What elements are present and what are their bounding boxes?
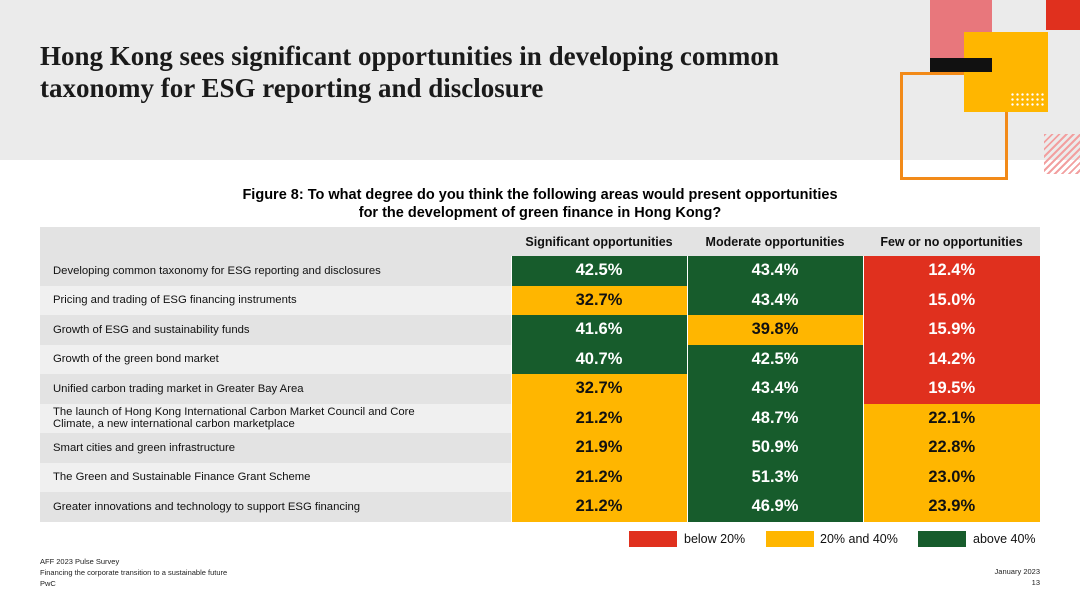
decorative-black-bar [930,58,992,72]
title-text-post: for ESG reporting and disclosure [154,73,544,103]
legend-label-below-20: below 20% [684,532,746,546]
title-text-pre: Hong Kong sees significant opportunities… [40,41,549,71]
decorative-dot-pattern [1010,92,1046,108]
legend-swatch-above-40 [918,531,966,547]
table-header-blank [40,227,511,256]
footer-source: AFF 2023 Pulse Survey [40,557,120,566]
column-header-moderate: Moderate opportunities [687,227,863,256]
figure-title: Figure 8: To what degree do you think th… [190,186,890,222]
table-row: Growth of the green bond market 40.7% 42.5… [40,344,1040,374]
cell-few: 23.9% [862,492,1040,522]
row-label: Developing common taxonomy for ESG repor… [40,256,511,286]
page-number: 13 [1031,578,1040,587]
cell-significant: 21.2% [510,403,687,433]
table-row: Smart cities and green infrastructure 21.… [40,433,1040,463]
cell-moderate: 51.3% [686,462,863,492]
footer-date: January 2023 [994,567,1040,576]
table-row: Greater innovations and technology to su… [40,492,1040,522]
cell-moderate: 46.9% [686,492,863,522]
cell-few: 23.0% [862,462,1040,492]
footer-subtitle: Financing the corporate transition to a … [40,568,228,577]
legend: below 20% 20% and 40% above 40% [0,531,1080,549]
cell-moderate: 43.4% [686,285,863,315]
opportunity-table: Significant opportunities Moderate oppor… [40,227,1040,522]
figure-title-line-2: for the development of green finance in … [358,205,722,221]
cell-significant: 41.6% [510,315,687,345]
column-header-significant: Significant opportunities [511,227,687,256]
cell-significant: 21.2% [510,492,687,522]
legend-swatch-below-20 [629,531,677,547]
title-text-bold-1: developing common [548,41,779,71]
figure-title-line-1: Figure 8: To what degree do you think th… [242,187,838,203]
table-body: Developing common taxonomy for ESG repor… [40,256,1040,522]
row-label: Smart cities and green infrastructure [40,433,511,463]
cell-few: 19.5% [862,374,1040,404]
legend-label-20-40: 20% and 40% [820,532,898,546]
cell-few: 12.4% [862,256,1040,286]
table-row: Unified carbon trading market in Greater… [40,374,1040,404]
row-label: The launch of Hong Kong International Ca… [40,403,511,433]
cell-moderate: 43.4% [686,374,863,404]
title-text-bold-2: taxonomy [40,73,154,103]
footer-right: January 2023 13 [995,566,1040,588]
row-label: The Green and Sustainable Finance Grant … [40,462,511,492]
footer-brand: PwC [40,579,56,588]
decorative-red-square [1046,0,1080,30]
cell-moderate: 50.9% [686,433,863,463]
table-row: Pricing and trading of ESG financing ins… [40,285,1040,315]
cell-significant: 40.7% [510,344,687,374]
legend-label-above-40: above 40% [973,532,1036,546]
cell-moderate: 43.4% [686,256,863,286]
cell-significant: 32.7% [510,285,687,315]
row-label: Growth of the green bond market [40,344,511,374]
cell-moderate: 42.5% [686,344,863,374]
table-row: The Green and Sustainable Finance Grant … [40,462,1040,492]
cell-moderate: 39.8% [686,315,863,345]
row-label: Greater innovations and technology to su… [40,492,511,522]
table-row: Growth of ESG and sustainability funds 41… [40,315,1040,345]
decorative-stripe-pattern [1044,134,1080,174]
cell-few: 22.1% [862,403,1040,433]
row-label: Unified carbon trading market in Greater… [40,374,511,404]
cell-few: 14.2% [862,344,1040,374]
cell-significant: 32.7% [510,374,687,404]
column-header-few: Few or no opportunities [863,227,1040,256]
table-header-row: Significant opportunities Moderate oppor… [40,227,1040,256]
decorative-orange-frame [900,72,1008,180]
row-label: Pricing and trading of ESG financing ins… [40,285,511,315]
cell-few: 15.9% [862,315,1040,345]
cell-significant: 42.5% [510,256,687,286]
row-label: Growth of ESG and sustainability funds [40,315,511,345]
slide-title: Hong Kong sees significant opportunities… [40,40,900,104]
cell-few: 22.8% [862,433,1040,463]
footer-left: AFF 2023 Pulse Survey Financing the corp… [40,556,227,589]
legend-swatch-20-40 [766,531,814,547]
table-row: Developing common taxonomy for ESG repor… [40,256,1040,286]
cell-few: 15.0% [862,285,1040,315]
cell-significant: 21.2% [510,462,687,492]
cell-moderate: 48.7% [686,403,863,433]
cell-significant: 21.9% [510,433,687,463]
table-row: The launch of Hong Kong International Ca… [40,403,1040,433]
